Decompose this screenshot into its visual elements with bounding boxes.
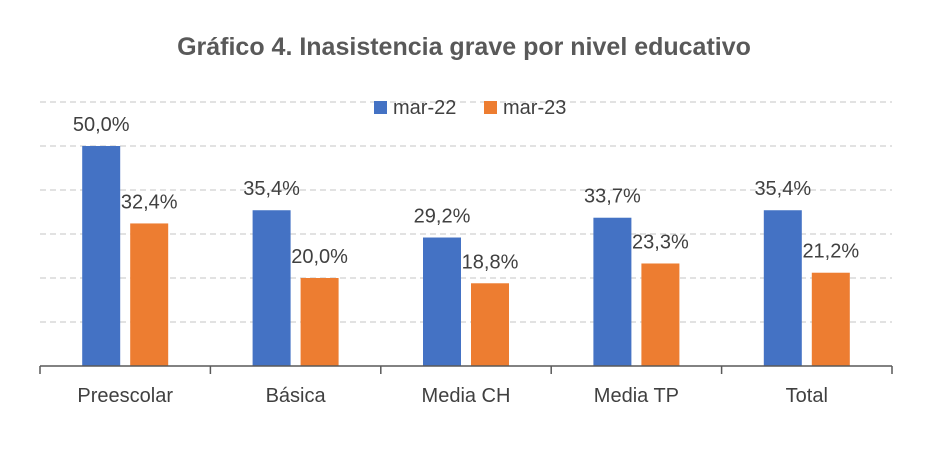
bar-mar-23-preescolar bbox=[130, 223, 169, 366]
data-label-mar-23-básica: 20,0% bbox=[291, 246, 348, 268]
bar-mar-22-preescolar bbox=[82, 146, 121, 366]
x-tick-label: Media CH bbox=[422, 385, 511, 407]
x-tick-label: Media TP bbox=[594, 385, 679, 407]
bar-mar-23-media-ch bbox=[471, 283, 509, 366]
legend-swatch-mar-22 bbox=[374, 101, 387, 114]
data-label-mar-23-media-ch: 18,8% bbox=[462, 251, 519, 273]
data-labels: 50,0% 32,4% 35,4% 20,0% 29,2% 18,8% 33,7% 23,3%… bbox=[73, 114, 860, 273]
data-label-mar-22-media-tp: 33,7% bbox=[584, 186, 641, 208]
x-tick-label: Básica bbox=[266, 385, 327, 407]
x-tick-label: Preescolar bbox=[77, 385, 173, 407]
bar-mar-22-media-ch bbox=[423, 237, 461, 366]
x-axis: Preescolar Básica Media CH Media TP Total bbox=[39, 365, 893, 407]
legend: mar-22 mar-23 bbox=[374, 97, 566, 119]
data-label-mar-22-media-ch: 29,2% bbox=[414, 206, 471, 228]
bar-mar-22-total bbox=[763, 210, 802, 366]
bars bbox=[82, 146, 850, 366]
legend-label-mar-23: mar-23 bbox=[503, 97, 566, 119]
bar-mar-23-básica bbox=[300, 278, 339, 366]
data-label-mar-22-preescolar: 50,0% bbox=[73, 114, 130, 136]
bar-mar-23-total bbox=[811, 272, 850, 366]
legend-label-mar-22: mar-22 bbox=[393, 97, 456, 119]
legend-swatch-mar-23 bbox=[484, 101, 497, 114]
bar-mar-23-media-tp bbox=[641, 263, 680, 366]
data-label-mar-22-total: 35,4% bbox=[754, 178, 811, 200]
bar-mar-22-básica bbox=[252, 210, 291, 366]
bar-mar-22-media-tp bbox=[593, 217, 632, 366]
gridlines bbox=[40, 101, 892, 323]
data-label-mar-22-básica: 35,4% bbox=[243, 178, 300, 200]
data-label-mar-23-total: 21,2% bbox=[802, 241, 859, 263]
data-label-mar-23-media-tp: 23,3% bbox=[632, 231, 689, 253]
chart-title: Gráfico 4. Inasistencia grave por nivel … bbox=[177, 33, 751, 61]
x-tick-label: Total bbox=[786, 385, 828, 407]
data-label-mar-23-preescolar: 32,4% bbox=[121, 191, 178, 213]
